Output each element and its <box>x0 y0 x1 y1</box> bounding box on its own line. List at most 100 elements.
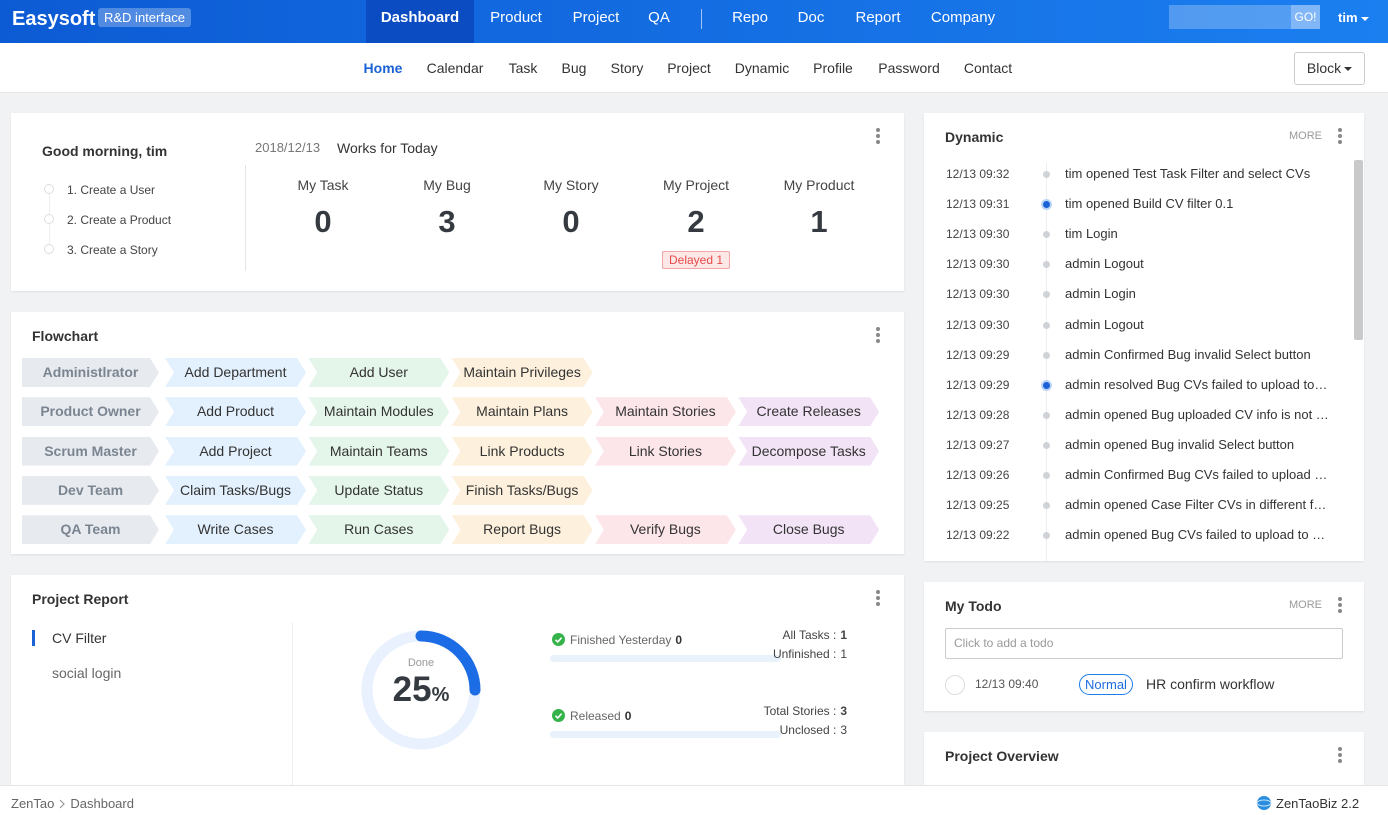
stat-label[interactable]: My Bug <box>423 177 471 193</box>
flow-step[interactable]: Maintain Stories <box>595 397 736 426</box>
dynamic-text[interactable]: admin Confirmed Bug CVs failed to upload… <box>1065 467 1330 482</box>
dynamic-time: 12/13 09:32 <box>946 167 1010 181</box>
sub-nav-item[interactable]: Dynamic <box>734 60 790 76</box>
group-label: Finished Yesterday 0 <box>570 633 682 647</box>
panel-menu[interactable] <box>876 590 880 608</box>
sub-nav-item[interactable]: Bug <box>561 60 587 76</box>
stat-value[interactable]: 1 <box>810 204 828 239</box>
flow-step[interactable]: Maintain Plans <box>452 397 593 426</box>
block-button[interactable]: Block <box>1294 52 1365 85</box>
sub-nav-item[interactable]: Calendar <box>426 60 484 76</box>
stat-value[interactable]: 0 <box>314 204 332 239</box>
panel-menu[interactable] <box>1338 747 1342 765</box>
dynamic-text[interactable]: admin opened Bug uploaded CV info is not… <box>1065 406 1330 422</box>
stat-value[interactable]: 2 <box>687 204 705 239</box>
flow-step[interactable]: Link Products <box>452 437 593 466</box>
nav-item[interactable]: Repo <box>732 9 768 26</box>
stat-label[interactable]: My Task <box>297 177 349 193</box>
search-button[interactable]: GO! <box>1291 5 1320 29</box>
breadcrumb-item[interactable]: Dashboard <box>70 796 134 811</box>
flow-step[interactable]: Run Cases <box>308 515 449 544</box>
flow-step[interactable]: Maintain Teams <box>308 437 449 466</box>
dynamic-text[interactable]: tim Login <box>1065 226 1118 242</box>
todo-time: 12/13 09:40 <box>975 677 1039 691</box>
more-link[interactable]: MORE <box>1289 130 1322 142</box>
flow-step[interactable]: Verify Bugs <box>595 515 736 544</box>
flow-step[interactable]: Maintain Privileges <box>452 358 593 387</box>
flow-step[interactable]: Update Status <box>308 476 449 505</box>
stat-value[interactable]: 0 <box>562 204 580 239</box>
todo-checkbox[interactable] <box>945 675 965 695</box>
sub-nav-item[interactable]: Profile <box>813 60 853 76</box>
date-label: Works for Today <box>337 140 438 156</box>
panel-menu[interactable] <box>1338 597 1342 615</box>
flow-step[interactable]: Maintain Modules <box>308 397 449 426</box>
step[interactable]: 1. Create a User <box>67 183 156 197</box>
dynamic-text[interactable]: admin opened Case Filter CVs in differen… <box>1065 497 1330 513</box>
donut <box>361 630 481 750</box>
step[interactable]: 3. Create a Story <box>67 243 158 257</box>
stat-line: Unfinished :1 <box>773 647 847 661</box>
dynamic-text[interactable]: tim opened Build CV filter 0.1 <box>1065 196 1234 212</box>
value: 0 <box>624 709 632 723</box>
sub-nav-item[interactable]: Contact <box>963 60 1013 76</box>
flow-step[interactable]: Finish Tasks/Bugs <box>452 476 593 505</box>
breadcrumb-item[interactable]: ZenTao <box>11 796 55 811</box>
panel-menu[interactable] <box>876 128 880 146</box>
flow-step[interactable]: Add User <box>308 358 449 387</box>
brand[interactable]: Easysoft <box>12 8 96 30</box>
project-item[interactable]: CV Filter <box>52 630 107 646</box>
flow-step[interactable]: Add Project <box>165 437 306 466</box>
dynamic-text[interactable]: admin Logout <box>1065 316 1144 332</box>
timeline-dot <box>1043 532 1050 540</box>
dynamic-text[interactable]: admin Confirmed Bug invalid Select butto… <box>1065 346 1311 362</box>
dynamic-text[interactable]: admin Logout <box>1065 256 1144 272</box>
flow-step[interactable]: Link Stories <box>595 437 736 466</box>
user-menu[interactable]: tim <box>1338 10 1369 25</box>
dynamic-text[interactable]: admin opened Bug invalid Select button <box>1065 436 1295 452</box>
panel-menu[interactable] <box>1338 128 1342 146</box>
dynamic-text[interactable]: admin opened Bug CVs failed to upload to… <box>1065 527 1330 543</box>
flow-step[interactable]: Add Product <box>165 397 306 426</box>
flow-step[interactable]: Report Bugs <box>452 515 593 544</box>
search-input[interactable] <box>1169 5 1291 29</box>
flow-role: Dev Team <box>22 476 159 505</box>
nav-item[interactable]: Dashboard <box>366 0 474 43</box>
nav-item[interactable]: Project <box>572 9 620 26</box>
flow-step[interactable]: Claim Tasks/Bugs <box>165 476 306 505</box>
flow-step[interactable]: Create Releases <box>738 397 879 426</box>
nav-item[interactable]: Report <box>855 9 901 26</box>
dynamic-text[interactable]: admin Login <box>1065 286 1136 302</box>
stat-label[interactable]: My Project <box>662 177 730 193</box>
flow-step[interactable]: Decompose Tasks <box>738 437 879 466</box>
flow-role: Scrum Master <box>22 437 159 466</box>
todo-input[interactable]: Click to add a todo <box>945 628 1343 659</box>
sub-nav-item[interactable]: Home <box>363 60 403 76</box>
panel-menu[interactable] <box>876 327 880 345</box>
step[interactable]: 2. Create a Product <box>67 213 172 227</box>
scrollbar[interactable] <box>1354 160 1363 340</box>
stat-label[interactable]: My Story <box>543 177 599 193</box>
flow-step[interactable]: Close Bugs <box>738 515 879 544</box>
sub-nav-item[interactable]: Password <box>878 60 940 76</box>
sub-nav-item[interactable]: Task <box>508 60 538 76</box>
nav-item[interactable]: QA <box>648 9 670 26</box>
nav-separator <box>701 9 702 29</box>
nav-item[interactable]: Company <box>930 9 996 26</box>
todo-text[interactable]: HR confirm workflow <box>1146 676 1275 692</box>
flow-role: QA Team <box>22 515 159 544</box>
dynamic-text[interactable]: tim opened Test Task Filter and select C… <box>1065 166 1311 181</box>
sub-nav-item[interactable]: Story <box>610 60 644 76</box>
top-bar: Easysoft R&D interface GO! tim Dashboard… <box>0 0 1388 43</box>
sub-nav-item[interactable]: Project <box>667 60 711 76</box>
nav-item[interactable]: Doc <box>797 9 825 26</box>
block-label: Block <box>1306 60 1342 76</box>
nav-item[interactable]: Product <box>490 9 542 26</box>
stat-label[interactable]: My Product <box>783 177 855 193</box>
stat-value[interactable]: 3 <box>438 204 456 239</box>
project-item[interactable]: social login <box>52 665 122 681</box>
flow-step[interactable]: Write Cases <box>165 515 306 544</box>
flow-step[interactable]: Add Department <box>165 358 306 387</box>
dynamic-text[interactable]: admin resolved Bug CVs failed to upload … <box>1065 376 1330 392</box>
more-link[interactable]: MORE <box>1289 599 1322 611</box>
